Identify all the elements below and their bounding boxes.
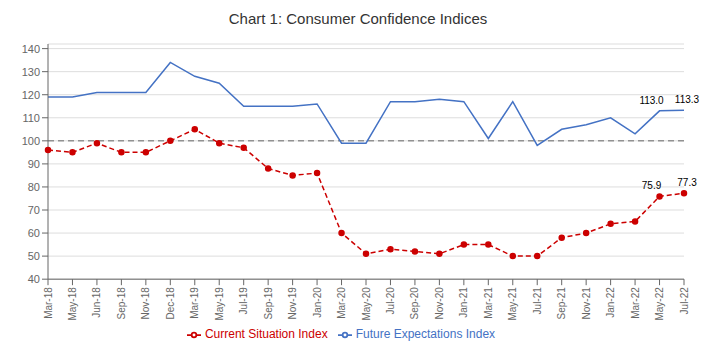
svg-text:40: 40 [28,273,40,285]
svg-text:Mar-21: Mar-21 [483,287,494,319]
svg-text:Nov-21: Nov-21 [581,287,592,320]
svg-text:Sep-20: Sep-20 [409,287,420,320]
svg-text:May-20: May-20 [361,287,372,321]
svg-text:70: 70 [28,204,40,216]
svg-text:113.3: 113.3 [675,94,700,105]
svg-text:Mar-19: Mar-19 [189,287,200,319]
svg-text:May-22: May-22 [654,287,665,321]
svg-text:Jan-21: Jan-21 [458,287,469,318]
svg-text:Dec-18: Dec-18 [165,287,176,320]
html-text:Chart 1: Consumer Confidence I: Chart 1: Consumer Confidence Indices [228,10,488,27]
svg-text:Nov-20: Nov-20 [434,287,445,320]
svg-text:May-19: May-19 [214,287,225,321]
svg-text:Sep-21: Sep-21 [556,287,567,320]
svg-text:Jan-22: Jan-22 [605,287,616,318]
svg-text:Sep-19: Sep-19 [263,287,274,320]
svg-text:100: 100 [22,135,40,147]
svg-text:90: 90 [28,158,40,170]
svg-text:Jul-19: Jul-19 [238,287,249,315]
svg-text:Mar-20: Mar-20 [336,287,347,319]
svg-text:Jan-20: Jan-20 [312,287,323,318]
svg-text:Nov-18: Nov-18 [140,287,151,320]
html-text:Current Situation Index: Current Situation Index [204,327,328,342]
svg-text:Mar-22: Mar-22 [630,287,641,319]
svg-text:Sep-18: Sep-18 [116,287,127,320]
svg-text:Nov-19: Nov-19 [287,287,298,320]
html-text:Future Expectations Index: Future Expectations Index [355,327,496,342]
svg-text:Jun-18: Jun-18 [91,287,102,318]
svg-text:110: 110 [22,112,40,124]
svg-text:113.0: 113.0 [639,95,664,106]
svg-text:80: 80 [28,181,40,193]
svg-text:120: 120 [22,89,40,101]
svg-text:50: 50 [28,250,40,262]
svg-text:Mar-18: Mar-18 [43,287,54,319]
svg-text:Jul-21: Jul-21 [532,287,543,315]
svg-text:Jul-22: Jul-22 [679,287,690,315]
svg-text:75.9: 75.9 [642,180,662,191]
svg-text:60: 60 [28,227,40,239]
svg-text:140: 140 [22,43,40,55]
svg-text:77.3: 77.3 [677,177,697,188]
svg-text:130: 130 [22,66,40,78]
svg-text:Jul-20: Jul-20 [385,287,396,315]
svg-text:May-18: May-18 [67,287,78,321]
svg-text:May-21: May-21 [507,287,518,321]
